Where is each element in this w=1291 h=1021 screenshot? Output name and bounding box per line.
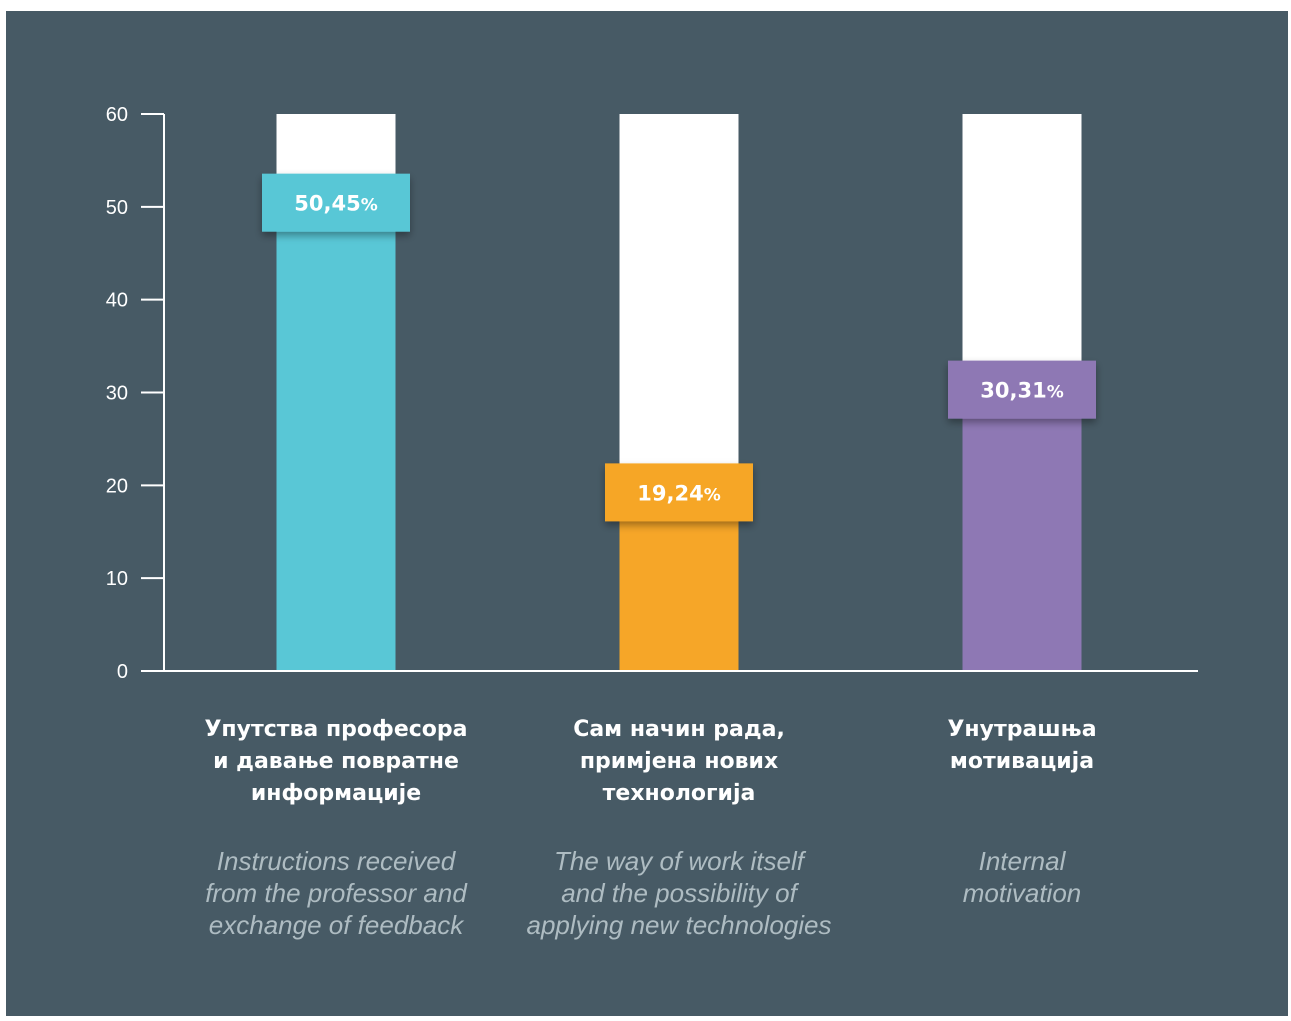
value-unit-1: % [361, 196, 378, 216]
y-tick-label-0: 0 [117, 661, 128, 683]
category-label-3: Унутрашња мотивација [947, 717, 1097, 774]
y-tick-label-40: 40 [106, 290, 128, 312]
category-label-1: Упутства професора и давање повратне инф… [204, 717, 468, 806]
value-badge-box-3 [948, 360, 1096, 419]
bar-chart: 0 10 20 30 40 50 60 50,45% 19,24% 30,31% [6, 11, 1288, 1016]
bar-1 [276, 202, 396, 672]
chart-panel: 0 10 20 30 40 50 60 50,45% 19,24% 30,31% Упутств… [6, 11, 1288, 1016]
y-tick-label-20: 20 [106, 475, 128, 497]
category-label-2: Сам начин рада, примјена нових технологи… [573, 717, 785, 806]
value-unit-3: % [1047, 383, 1064, 403]
category-description-3: Internal motivation [962, 846, 1082, 908]
value-unit-2: % [704, 485, 721, 505]
y-tick-label-10: 10 [106, 568, 128, 590]
category-description-2: The way of work itself and the possibili… [526, 846, 832, 940]
value-label-2: 19,24% [637, 481, 720, 505]
category-description-1: Instructions received from the professor… [205, 846, 467, 940]
y-tick-label-50: 50 [106, 197, 128, 219]
value-badge-box-1 [262, 173, 410, 232]
bar-2 [619, 492, 739, 671]
y-tick-label-60: 60 [106, 104, 128, 126]
bar-3 [962, 389, 1082, 671]
value-badge-3: 30,31% [948, 360, 1096, 419]
y-tick-label-30: 30 [106, 383, 128, 405]
value-badge-2: 19,24% [605, 463, 753, 522]
value-badge-1: 50,45% [262, 173, 410, 232]
value-label-1: 50,45% [294, 192, 377, 216]
value-badge-box-2 [605, 463, 753, 522]
value-label-3: 30,31% [980, 379, 1063, 403]
